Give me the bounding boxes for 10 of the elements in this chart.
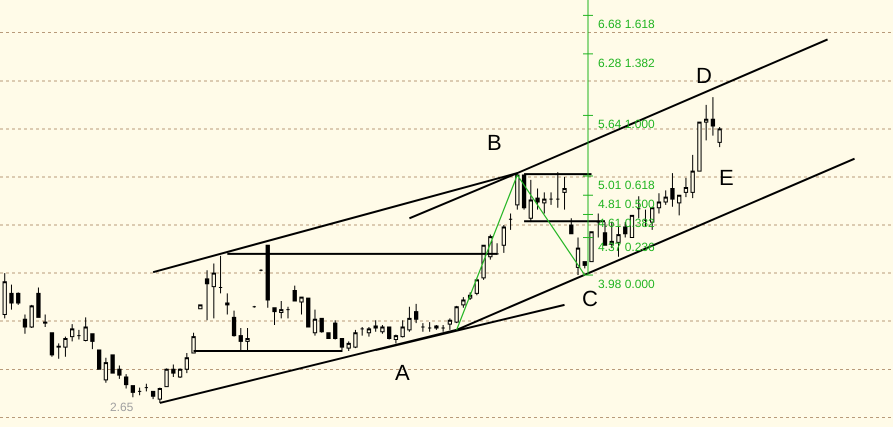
ref-line-label: 6.68 1.618 (598, 17, 656, 31)
annotation: D (696, 63, 712, 88)
ref-line-label: 3.98 0.000 (598, 277, 656, 291)
ref-line-label: 5.01 0.618 (598, 178, 656, 192)
ref-line-label: 6.28 1.382 (598, 56, 656, 70)
annotation: A (395, 360, 410, 385)
annotation: B (487, 130, 502, 155)
annotation: E (719, 165, 734, 190)
annotation: C (582, 286, 598, 311)
annotation: 2.65 (110, 400, 134, 414)
